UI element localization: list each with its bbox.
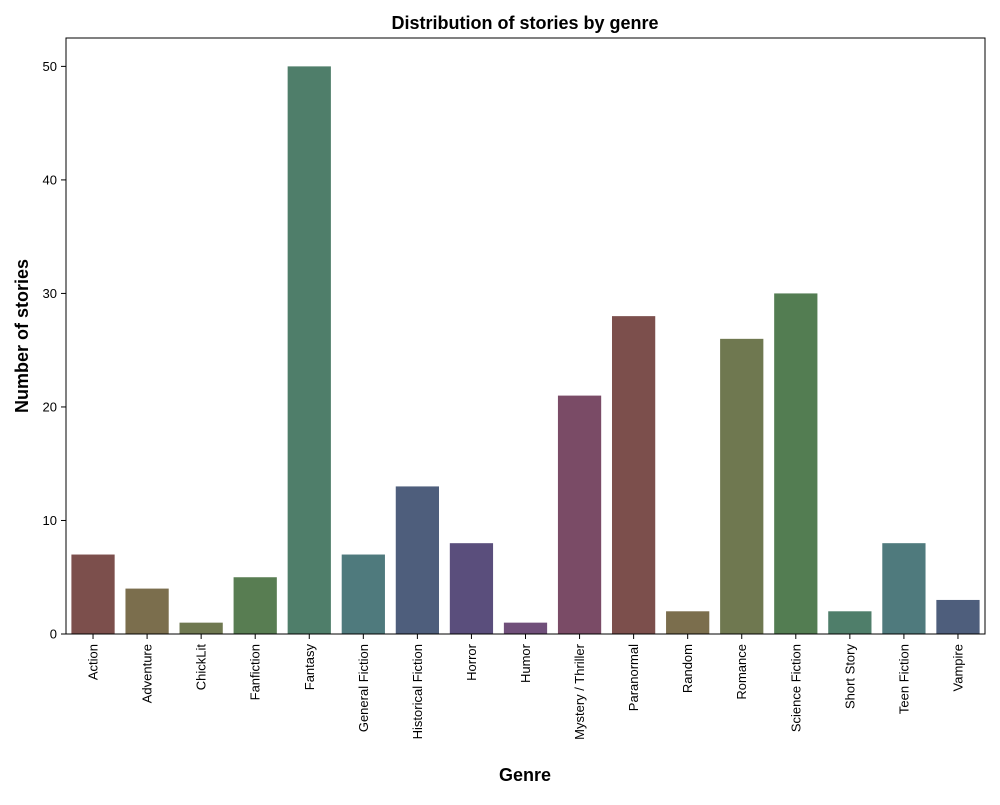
bar-fanfiction <box>233 577 277 634</box>
y-tick-label: 20 <box>43 399 57 414</box>
bar-mystery-thriller <box>557 395 602 634</box>
x-tick-label: Short Story <box>842 644 857 710</box>
bar-chicklit <box>179 622 223 634</box>
x-tick-label: Science Fiction <box>788 644 803 732</box>
y-tick-label: 0 <box>50 627 57 642</box>
y-axis-label: Number of stories <box>12 259 32 413</box>
y-tick-label: 40 <box>43 172 57 187</box>
x-tick-label: Historical Fiction <box>410 644 425 739</box>
bar-science-fiction <box>774 293 818 634</box>
bar-paranormal <box>611 316 656 634</box>
bar-historical-fiction <box>395 486 440 634</box>
x-tick-label: Horror <box>464 643 479 681</box>
chart-title: Distribution of stories by genre <box>391 13 658 33</box>
bar-random <box>666 611 710 634</box>
x-tick-label: Fanfiction <box>248 644 263 700</box>
bar-humor <box>503 622 548 634</box>
x-tick-label: Vampire <box>950 644 965 691</box>
bar-adventure <box>125 588 169 634</box>
bar-short-story <box>828 611 872 634</box>
y-tick-label: 10 <box>43 513 57 528</box>
bar-teen-fiction <box>882 543 926 634</box>
y-tick-label: 30 <box>43 286 57 301</box>
bar-romance <box>720 338 764 634</box>
x-tick-label: Fantasy <box>302 644 317 691</box>
bar-action <box>71 554 115 634</box>
y-tick-label: 50 <box>43 59 57 74</box>
x-tick-label: Humor <box>518 643 533 683</box>
x-tick-label: General Fiction <box>356 644 371 732</box>
x-tick-label: Action <box>86 644 101 680</box>
x-tick-label: Random <box>680 644 695 693</box>
y-ticks-group: 0 10 20 30 40 50 <box>43 59 66 642</box>
x-axis-label: Genre <box>499 765 551 785</box>
bars-group <box>71 66 980 634</box>
x-tick-label: Paranormal <box>626 644 641 711</box>
bar-horror <box>449 543 494 634</box>
x-tick-label: Teen Fiction <box>896 644 911 714</box>
x-ticks-group: Action Adventure ChickLit Fanfiction Fantasy… <box>86 634 965 740</box>
x-tick-label: Romance <box>734 644 749 700</box>
bar-vampire <box>936 599 980 634</box>
bar-fantasy <box>287 66 331 634</box>
x-tick-label: ChickLit <box>194 644 209 691</box>
x-tick-label: Adventure <box>140 644 155 703</box>
bar-general-fiction <box>341 554 385 634</box>
plot-frame <box>65 37 986 635</box>
x-tick-label: Mystery / Thriller <box>572 643 587 739</box>
